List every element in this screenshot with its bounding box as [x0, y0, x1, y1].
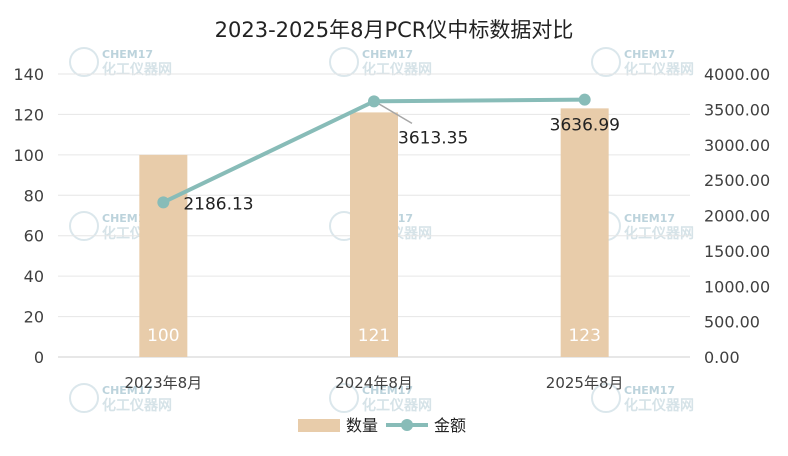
y-right-tick-label: 4000.00 — [704, 65, 770, 84]
watermark-text-cn: 化工仪器网 — [362, 61, 432, 78]
legend-label-amount: 金额 — [434, 416, 466, 435]
watermark-logo-icon — [329, 383, 359, 413]
line-point — [368, 95, 380, 108]
x-axis: 2023年8月 2024年8月 2025年8月 — [124, 374, 623, 392]
y-left-tick-label: 140 — [13, 65, 44, 84]
label-leader-line — [377, 102, 413, 125]
x-tick-label: 2025年8月 — [546, 374, 624, 392]
legend-swatch-quantity — [298, 419, 340, 432]
watermark-logo-icon — [329, 47, 359, 77]
line-point — [578, 93, 591, 106]
watermark-text-en: CHEM17 — [624, 384, 675, 397]
watermark-text-en: CHEM17 — [362, 384, 413, 397]
watermark-text-en: CHEM17 — [102, 48, 153, 61]
watermark-text-en: CHEM17 — [362, 48, 413, 61]
y-right-tick-label: 1000.00 — [704, 277, 770, 296]
legend: 数量 金额 — [298, 416, 466, 435]
line-data-label: 2186.13 — [183, 194, 253, 214]
bar — [350, 112, 398, 358]
y-right-axis: 0.00 500.00 1000.00 1500.00 2000.00 2500.00 30… — [704, 65, 770, 367]
y-right-tick-label: 3000.00 — [704, 136, 770, 155]
x-tick-label: 2024年8月 — [335, 374, 413, 392]
watermark-logo-icon — [69, 211, 99, 241]
line-series: 2186.13 3613.35 3636.99 — [157, 93, 620, 214]
watermark-text-cn: 化工仪器网 — [362, 397, 432, 414]
watermark-logo-icon — [69, 383, 99, 413]
y-right-tick-label: 500.00 — [704, 313, 760, 332]
watermark-text-cn: 化工仪器网 — [624, 61, 694, 78]
watermark-text-cn: 化工仪器网 — [102, 61, 172, 78]
bar — [139, 154, 188, 357]
y-right-tick-label: 1500.00 — [704, 242, 770, 261]
bar — [560, 108, 609, 357]
y-left-tick-label: 0 — [34, 348, 44, 367]
bar-data-label: 100 — [147, 326, 179, 346]
y-right-tick-label: 0.00 — [704, 348, 740, 367]
y-right-tick-label: 2000.00 — [704, 207, 770, 226]
watermark-text-cn: 化工仪器网 — [624, 225, 694, 242]
watermark-logo-icon — [591, 47, 621, 77]
chart-title: 2023-2025年8月PCR仪中标数据对比 — [215, 18, 574, 42]
y-left-axis: 0 20 40 60 80 100 120 140 — [13, 65, 44, 367]
y-right-tick-label: 2500.00 — [704, 171, 770, 190]
line-data-label: 3636.99 — [550, 116, 620, 136]
x-tick-label: 2023年8月 — [124, 374, 202, 392]
watermark-text-cn: 化工仪器网 — [102, 397, 172, 414]
watermark-logo-icon — [591, 383, 621, 413]
y-left-tick-label: 120 — [13, 105, 44, 124]
y-left-tick-label: 60 — [24, 227, 44, 246]
y-left-tick-label: 80 — [24, 186, 44, 205]
y-left-tick-label: 40 — [24, 267, 44, 286]
watermark-text-en: CHEM17 — [624, 48, 675, 61]
watermark-text-en: CHEM17 — [624, 212, 675, 225]
y-left-tick-label: 20 — [24, 308, 44, 327]
y-right-tick-label: 3500.00 — [704, 100, 770, 119]
line-data-label: 3613.35 — [398, 128, 468, 148]
bar-series: 100 121 123 — [139, 108, 609, 358]
bar-data-label: 123 — [568, 326, 600, 346]
bar-data-label: 121 — [358, 326, 390, 346]
watermark-logo-icon — [69, 47, 99, 77]
watermark-text-en: CHEM17 — [102, 384, 153, 397]
legend-swatch-amount-marker — [401, 419, 413, 431]
watermark-text-cn: 化工仪器网 — [624, 397, 694, 414]
y-left-tick-label: 100 — [13, 146, 44, 165]
line-point — [157, 196, 170, 209]
legend-label-quantity: 数量 — [346, 416, 378, 435]
